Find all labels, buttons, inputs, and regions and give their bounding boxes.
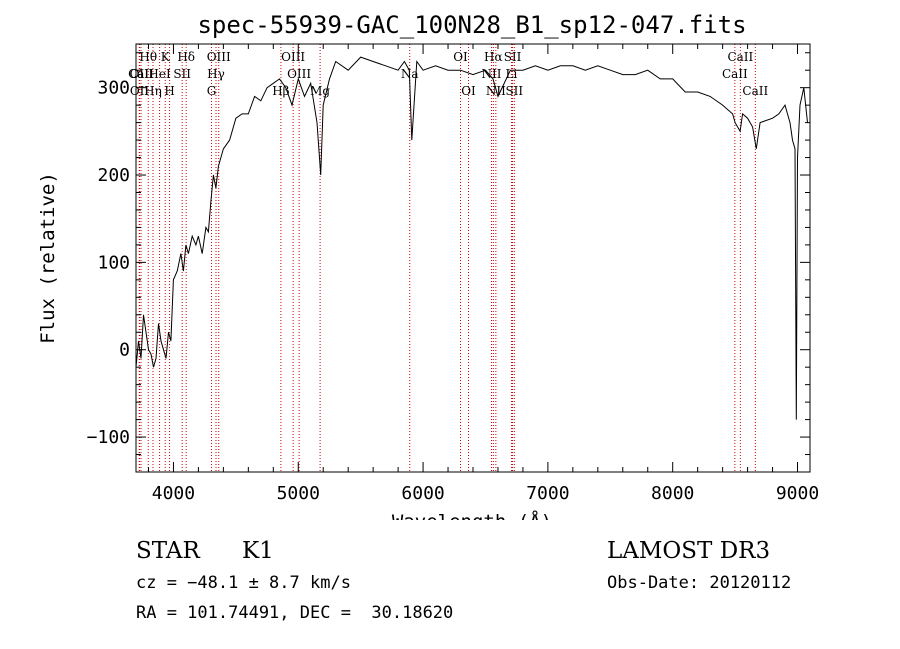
spectrum-chart: spec-55939-GAC_100N28_B1_sp12-047.fits H… (37, 11, 819, 520)
x-axis-label: Wavelength (Å) (392, 510, 552, 520)
object-subclass: K1 (242, 538, 274, 564)
line-markers (138, 44, 756, 472)
line-label: CaII (128, 67, 154, 81)
redshift-text: cz = −48.1 ± 8.7 km/s (136, 573, 351, 593)
line-label: Hα (484, 50, 503, 64)
line-label: Hθ (139, 50, 157, 64)
line-label: CaII (742, 84, 768, 98)
x-tick-label: 6000 (401, 483, 444, 504)
coordinates-text: RA = 101.74491, DEC = 30.18620 (136, 603, 454, 623)
x-tick-label: 5000 (277, 483, 320, 504)
line-label: OI (453, 50, 468, 64)
y-tick-label: −100 (87, 427, 130, 448)
x-tick-label: 8000 (651, 483, 694, 504)
line-label: K (161, 50, 171, 64)
line-label: OII (130, 67, 150, 81)
line-label: OIII (207, 50, 231, 64)
x-tick-label: 4000 (152, 483, 195, 504)
y-tick-label: 0 (119, 340, 130, 361)
y-axis-label: Flux (relative) (37, 172, 59, 344)
line-label: CaII (722, 67, 748, 81)
line-label: H (164, 84, 174, 98)
line-label: Hγ (207, 67, 225, 81)
x-axis-ticks: 4000 5000 6000 7000 8000 9000 (147, 44, 819, 504)
y-axis-ticks: −100 0 100 200 300 (87, 52, 810, 456)
line-label: OI (461, 84, 476, 98)
line-label: HeI (148, 67, 171, 81)
object-class: STAR (136, 538, 200, 564)
line-label: NII (481, 67, 501, 81)
line-label: OIII (287, 67, 311, 81)
y-tick-label: 100 (97, 252, 130, 273)
plot-frame (135, 43, 811, 473)
line-label: SII (173, 67, 191, 81)
y-tick-label: 300 (97, 78, 130, 99)
line-label: CaII (727, 50, 753, 64)
obs-date-text: Obs-Date: 20120112 (607, 573, 792, 593)
line-label: SII (505, 84, 523, 98)
line-label: G (207, 84, 217, 98)
line-label: Hη (144, 84, 162, 98)
spectrum-line (135, 56, 808, 420)
line-label: Hδ (177, 50, 195, 64)
x-tick-label: 7000 (526, 483, 569, 504)
line-label: OIII (281, 50, 305, 64)
y-tick-label: 200 (97, 165, 130, 186)
line-label: Li (506, 67, 518, 81)
line-label: SII (504, 50, 522, 64)
chart-title: spec-55939-GAC_100N28_B1_sp12-047.fits (197, 11, 746, 39)
survey-name: LAMOST DR3 (607, 538, 771, 564)
x-tick-label: 9000 (776, 483, 819, 504)
